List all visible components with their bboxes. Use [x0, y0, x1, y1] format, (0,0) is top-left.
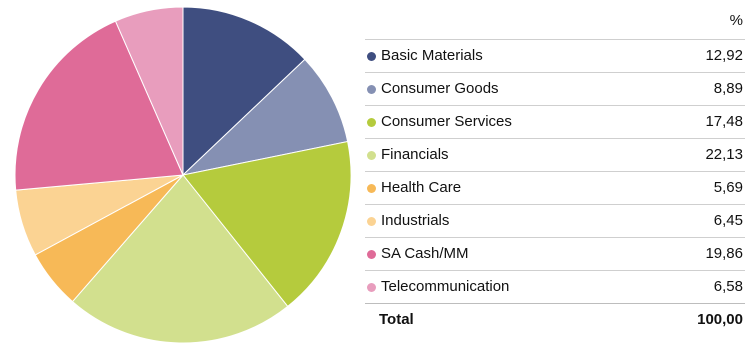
legend-value: 19,86 — [705, 245, 743, 262]
legend-label-text: Health Care — [381, 179, 462, 196]
legend-row: Telecommunication 6,58 — [365, 270, 745, 303]
legend-dot-icon — [367, 216, 376, 226]
legend-table: % Basic Materials 12,92 Consumer Goods 8,89… — [365, 7, 745, 336]
pie-slice — [182, 140, 352, 308]
legend-row: Industrials 6,45 — [365, 204, 745, 237]
legend-value: 17,48 — [705, 113, 743, 130]
total-value: 100,00 — [697, 311, 743, 328]
legend-label: Consumer Services — [365, 106, 512, 138]
legend-value: 6,45 — [713, 212, 743, 229]
legend-label-text: Financials — [381, 146, 449, 163]
legend-label-text: Telecommunication — [381, 278, 510, 295]
legend-label-text: Consumer Services — [381, 113, 512, 130]
total-label: Total — [379, 311, 414, 328]
pie-chart — [14, 6, 352, 344]
pie-slice — [182, 6, 306, 177]
legend-label: Basic Materials — [365, 40, 483, 72]
legend-value: 6,58 — [713, 278, 743, 295]
legend-dot-icon — [367, 282, 376, 292]
legend-dot-icon — [367, 117, 376, 127]
legend-label: Industrials — [365, 205, 449, 237]
pie-slice — [14, 20, 184, 191]
legend-dot-icon — [367, 150, 376, 160]
legend-label: Health Care — [365, 172, 461, 204]
legend-label-text: Consumer Goods — [381, 80, 499, 97]
legend-value: 12,92 — [705, 47, 743, 64]
legend-row: Consumer Services 17,48 — [365, 105, 745, 138]
legend-label-text: SA Cash/MM — [381, 245, 469, 262]
legend-row: Basic Materials 12,92 — [365, 39, 745, 72]
pie-slice — [181, 58, 349, 176]
legend-row: Financials 22,13 — [365, 138, 745, 171]
pie-slice — [114, 6, 184, 176]
legend-value: 5,69 — [713, 179, 743, 196]
legend-label-text: Basic Materials — [381, 47, 483, 64]
legend-dot-icon — [367, 249, 376, 259]
legend-row: Consumer Goods 8,89 — [365, 72, 745, 105]
legend-label: SA Cash/MM — [365, 238, 469, 270]
legend-label: Financials — [365, 139, 449, 171]
pie-slice — [71, 174, 289, 344]
legend-label-text: Industrials — [381, 212, 450, 229]
legend-dot-icon — [367, 183, 376, 193]
legend-value: 22,13 — [705, 146, 743, 163]
legend-row: SA Cash/MM 19,86 — [365, 237, 745, 270]
legend-value: 8,89 — [713, 80, 743, 97]
legend-dot-icon — [367, 84, 376, 94]
legend-label: Consumer Goods — [365, 73, 499, 105]
total-row: Total 100,00 — [365, 303, 745, 336]
unit-header: % — [729, 12, 743, 29]
legend-label: Telecommunication — [365, 271, 509, 303]
legend-row: Health Care 5,69 — [365, 171, 745, 204]
legend-dot-icon — [367, 51, 376, 61]
